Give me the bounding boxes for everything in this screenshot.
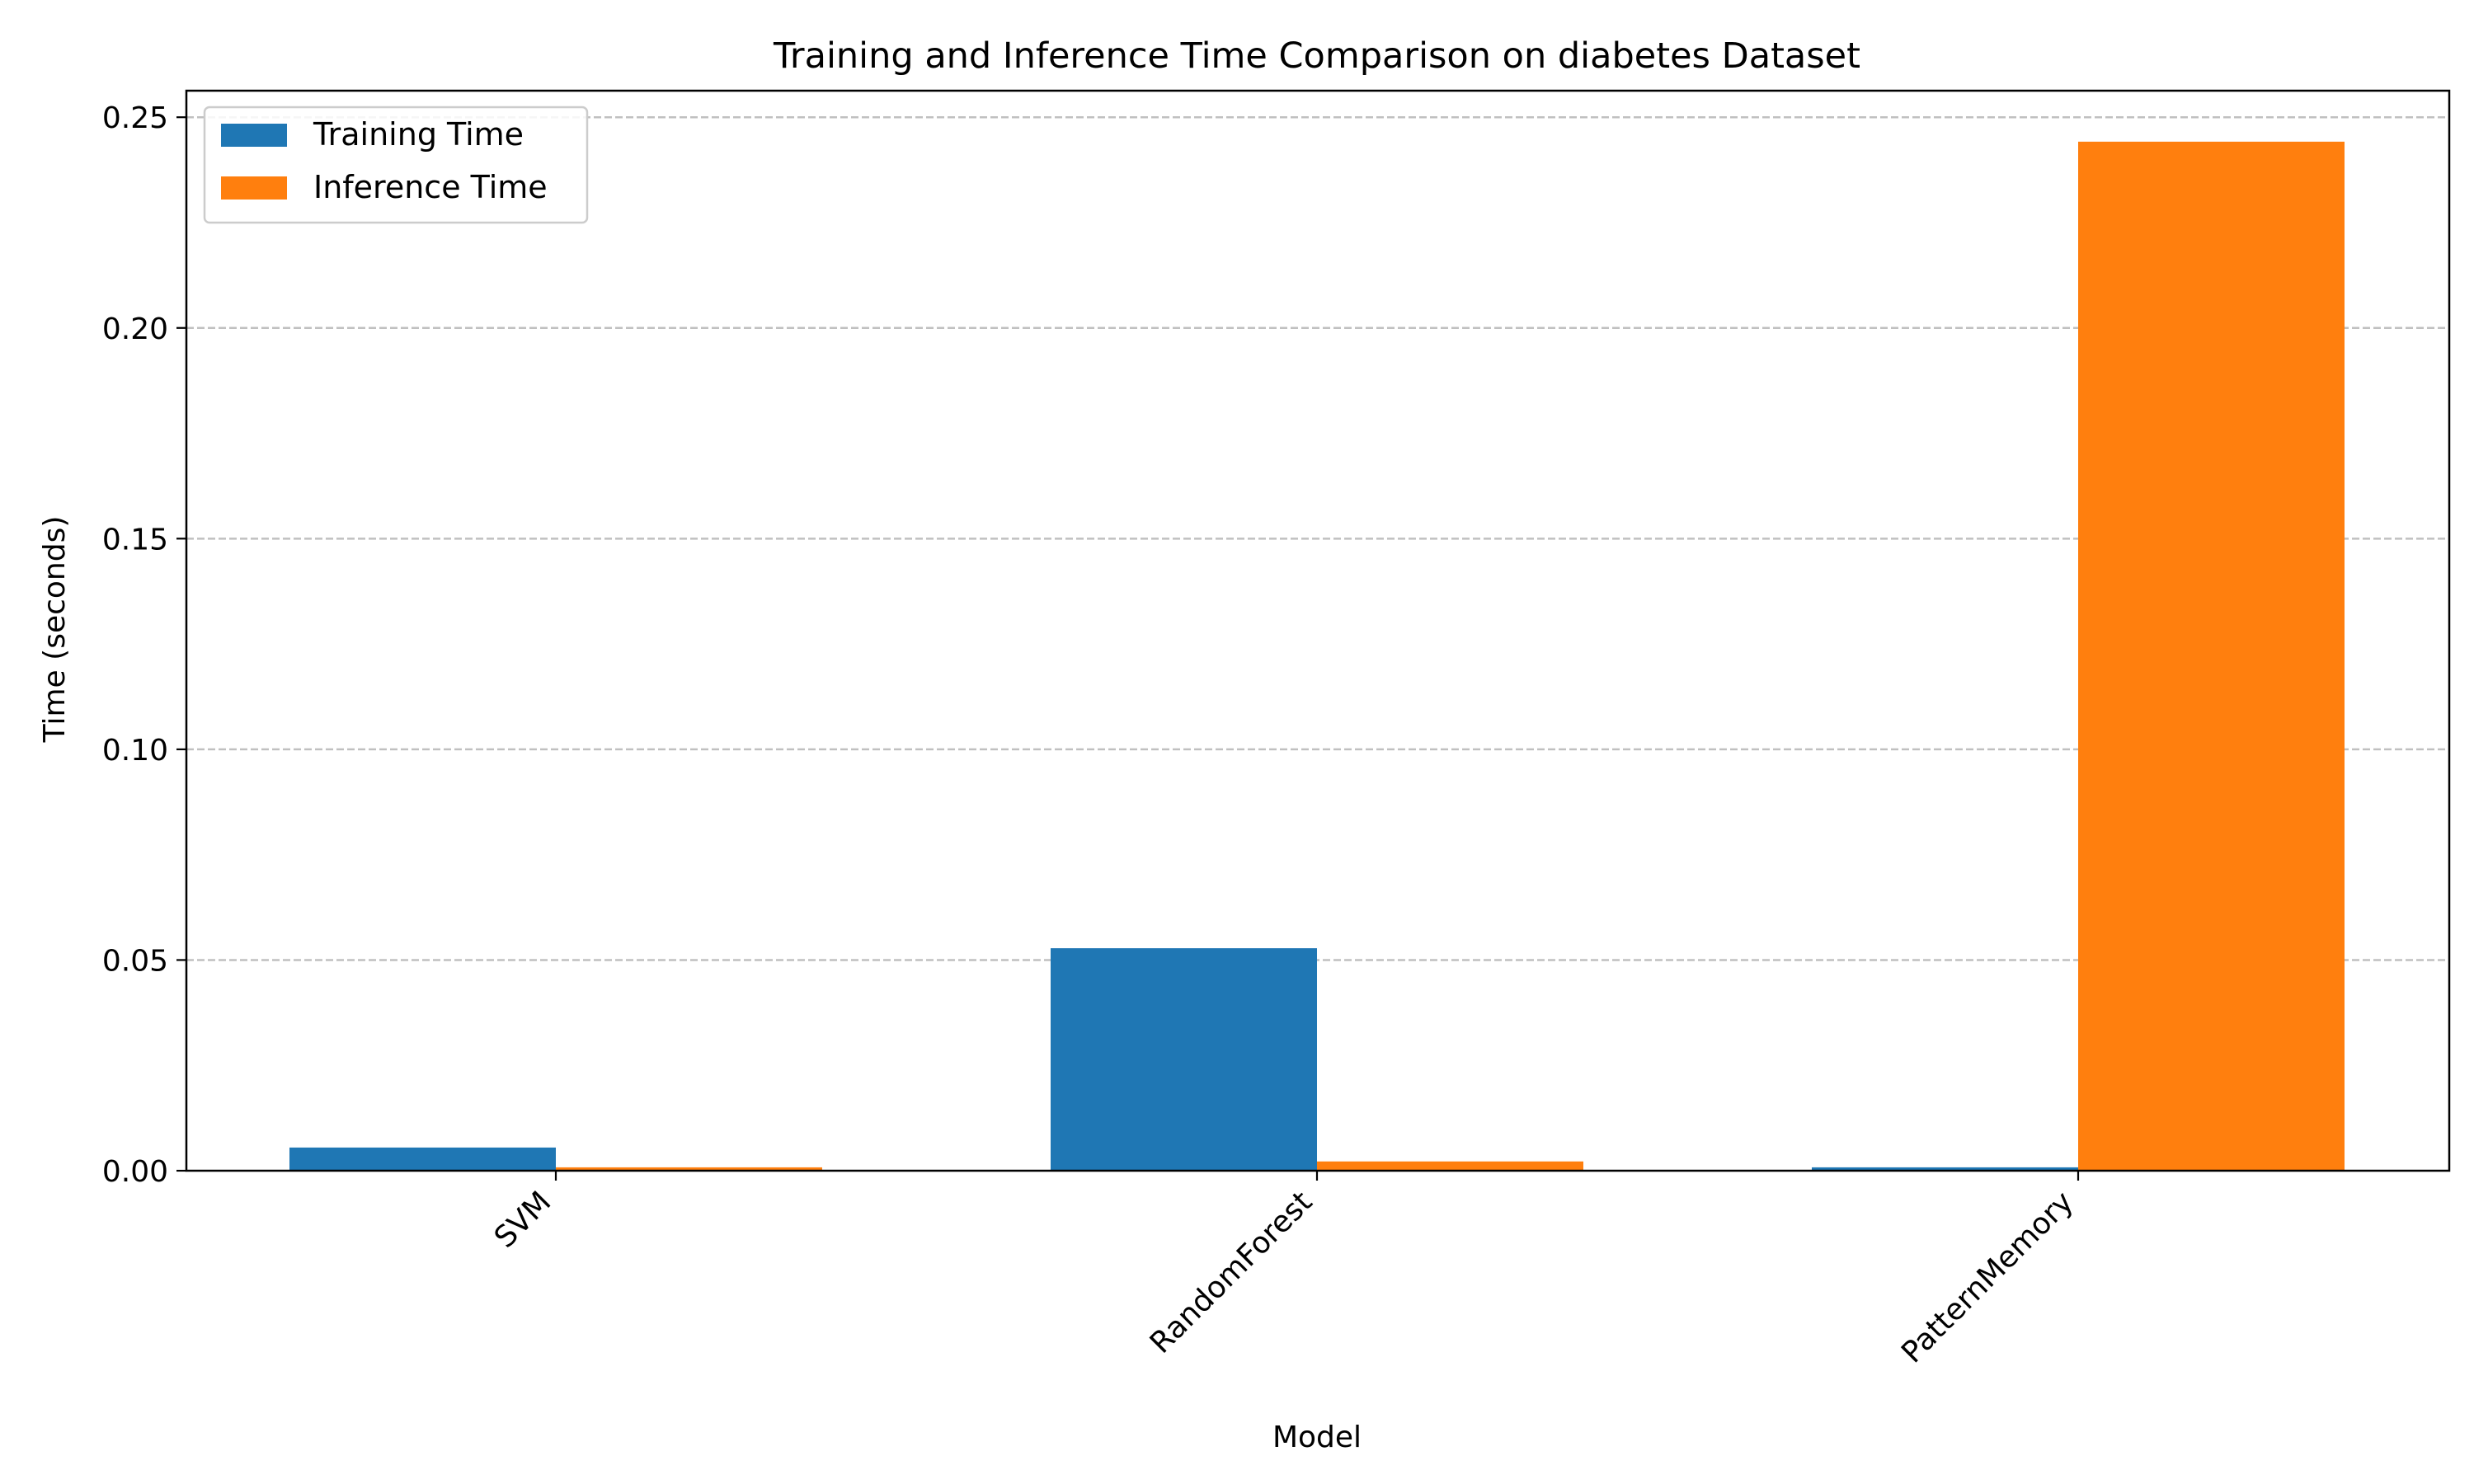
y-tick-label: 0.00 [102, 1155, 168, 1189]
legend: Training Time Inference Time [203, 106, 589, 224]
plot-frame [185, 89, 2451, 1172]
y-tick-label: 0.10 [102, 734, 168, 768]
y-axis-title: Time (seconds) [38, 516, 72, 744]
bar-inference-time-patternmemory [2078, 141, 2345, 1172]
legend-swatch [221, 176, 287, 200]
legend-swatch [221, 124, 287, 147]
legend-label: Training Time [313, 116, 524, 153]
y-tick-label: 0.05 [102, 944, 168, 978]
bars [289, 141, 2345, 1172]
bar-training-time-svm [289, 1147, 556, 1171]
y-tick-label: 0.15 [102, 523, 168, 556]
bar-training-time-randomforest [1051, 948, 1317, 1171]
chart-title: Training and Inference Time Comparison o… [773, 35, 1860, 77]
legend-label: Inference Time [313, 169, 548, 205]
x-axis-title: Model [1272, 1421, 1362, 1454]
axes [176, 89, 2451, 1181]
y-tick-label: 0.20 [102, 312, 168, 346]
legend-box [203, 106, 589, 224]
bar-inference-time-randomforest [1317, 1161, 1583, 1171]
bar-training-time-patternmemory [1812, 1167, 2078, 1171]
y-tick-label: 0.25 [102, 101, 168, 135]
bar-inference-time-svm [556, 1167, 822, 1171]
